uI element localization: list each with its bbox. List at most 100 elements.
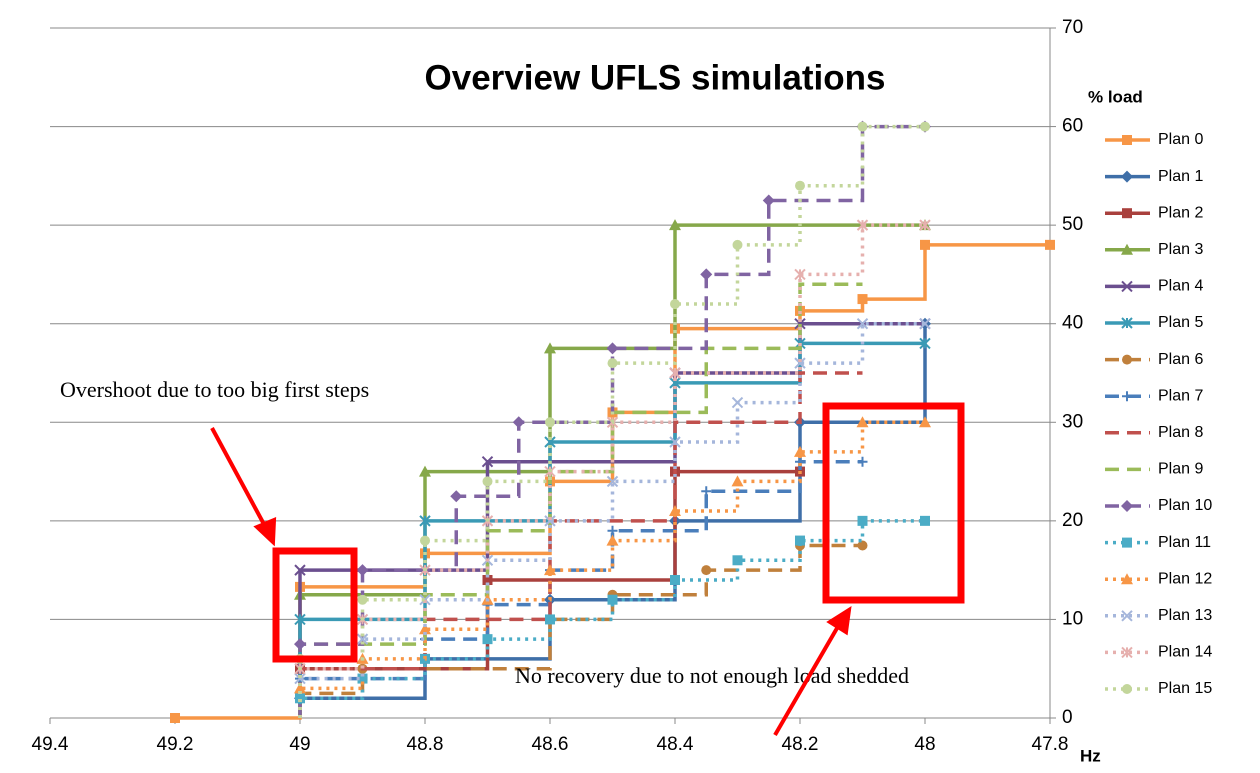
- marker: [294, 672, 306, 685]
- legend-label: Plan 1: [1158, 168, 1203, 185]
- marker: [1121, 610, 1133, 622]
- marker: [294, 638, 306, 651]
- marker: [1122, 391, 1132, 402]
- marker: [294, 613, 306, 626]
- x-tick-label: 49.2: [157, 734, 194, 755]
- marker: [669, 436, 681, 448]
- marker: [606, 342, 619, 355]
- marker: [731, 475, 744, 487]
- marker: [919, 416, 931, 428]
- marker: [1122, 684, 1132, 694]
- y-tick-label: 0: [1062, 707, 1073, 728]
- marker: [1121, 573, 1133, 585]
- legend-label: Plan 5: [1158, 314, 1203, 331]
- marker: [512, 416, 525, 429]
- series: [295, 540, 868, 718]
- x-tick-label: 48.2: [782, 734, 819, 755]
- legend-label: Plan 15: [1158, 680, 1212, 697]
- marker: [1122, 537, 1132, 548]
- marker: [482, 575, 493, 585]
- marker: [856, 416, 869, 428]
- marker: [1121, 170, 1133, 183]
- marker: [1045, 239, 1055, 250]
- x-tick-label: 48.8: [407, 734, 444, 755]
- marker: [419, 623, 431, 635]
- marker: [1121, 646, 1133, 659]
- marker: [795, 180, 805, 191]
- marker: [762, 194, 775, 207]
- marker: [856, 219, 869, 231]
- x-tick-label: 48: [914, 734, 935, 755]
- marker: [607, 358, 618, 369]
- marker: [1121, 243, 1133, 255]
- step-line: [298, 543, 863, 718]
- x-tick-label: 49: [289, 734, 310, 755]
- marker: [482, 634, 493, 645]
- arrow-head: [253, 516, 277, 547]
- legend-label: Plan 8: [1158, 424, 1203, 441]
- marker: [920, 515, 930, 526]
- step-line: [298, 519, 925, 718]
- plot-area: [170, 120, 1055, 723]
- marker: [857, 540, 868, 551]
- marker: [1121, 280, 1133, 293]
- y-tick-label: 70: [1062, 17, 1083, 38]
- marker: [857, 456, 868, 467]
- marker: [1122, 208, 1132, 219]
- marker: [701, 486, 712, 497]
- marker: [794, 445, 806, 457]
- arrow: [210, 427, 268, 529]
- marker: [606, 475, 619, 488]
- legend-label: Plan 14: [1158, 644, 1212, 661]
- y-axis-label: % load: [1088, 87, 1143, 106]
- marker: [1121, 317, 1133, 329]
- marker: [731, 396, 744, 409]
- marker: [919, 219, 931, 231]
- marker: [295, 693, 305, 704]
- legend-label: Plan 9: [1158, 461, 1203, 478]
- legend-label: Plan 2: [1158, 204, 1203, 221]
- marker: [606, 534, 619, 546]
- marker: [450, 490, 463, 503]
- marker: [794, 318, 806, 330]
- marker: [545, 417, 555, 428]
- marker: [607, 525, 618, 536]
- marker: [294, 564, 306, 576]
- marker: [357, 673, 368, 684]
- y-tick-label: 60: [1062, 116, 1083, 137]
- x-tick-label: 48.6: [532, 734, 569, 755]
- marker: [856, 318, 869, 330]
- marker: [544, 564, 556, 576]
- marker: [170, 713, 180, 723]
- marker: [701, 565, 712, 576]
- marker: [357, 594, 368, 605]
- marker: [732, 555, 743, 566]
- marker: [1122, 135, 1132, 145]
- marker: [607, 594, 618, 605]
- chart-title: Overview UFLS simulations: [425, 58, 886, 97]
- marker: [481, 456, 494, 468]
- legend-label: Plan 12: [1158, 570, 1212, 587]
- legend-label: Plan 10: [1158, 497, 1212, 514]
- x-tick-label: 49.4: [32, 734, 69, 755]
- marker: [920, 121, 930, 132]
- x-tick-label: 48.4: [657, 734, 694, 755]
- marker: [669, 219, 681, 231]
- step-line: [298, 321, 925, 718]
- highlight-box: [272, 547, 358, 663]
- marker: [732, 239, 743, 250]
- annotation: Overshoot due to too big first steps: [60, 377, 369, 402]
- marker: [419, 515, 431, 527]
- arrow: [773, 621, 842, 737]
- legend-label: Plan 4: [1158, 278, 1203, 295]
- marker: [670, 575, 680, 585]
- marker: [669, 505, 681, 516]
- legend-label: Plan 0: [1158, 131, 1203, 148]
- arrows: [210, 427, 852, 737]
- y-tick-label: 30: [1062, 411, 1083, 432]
- marker: [420, 535, 430, 546]
- marker: [857, 294, 868, 305]
- marker: [1122, 354, 1132, 365]
- legend-label: Plan 6: [1158, 351, 1203, 368]
- marker: [794, 357, 806, 369]
